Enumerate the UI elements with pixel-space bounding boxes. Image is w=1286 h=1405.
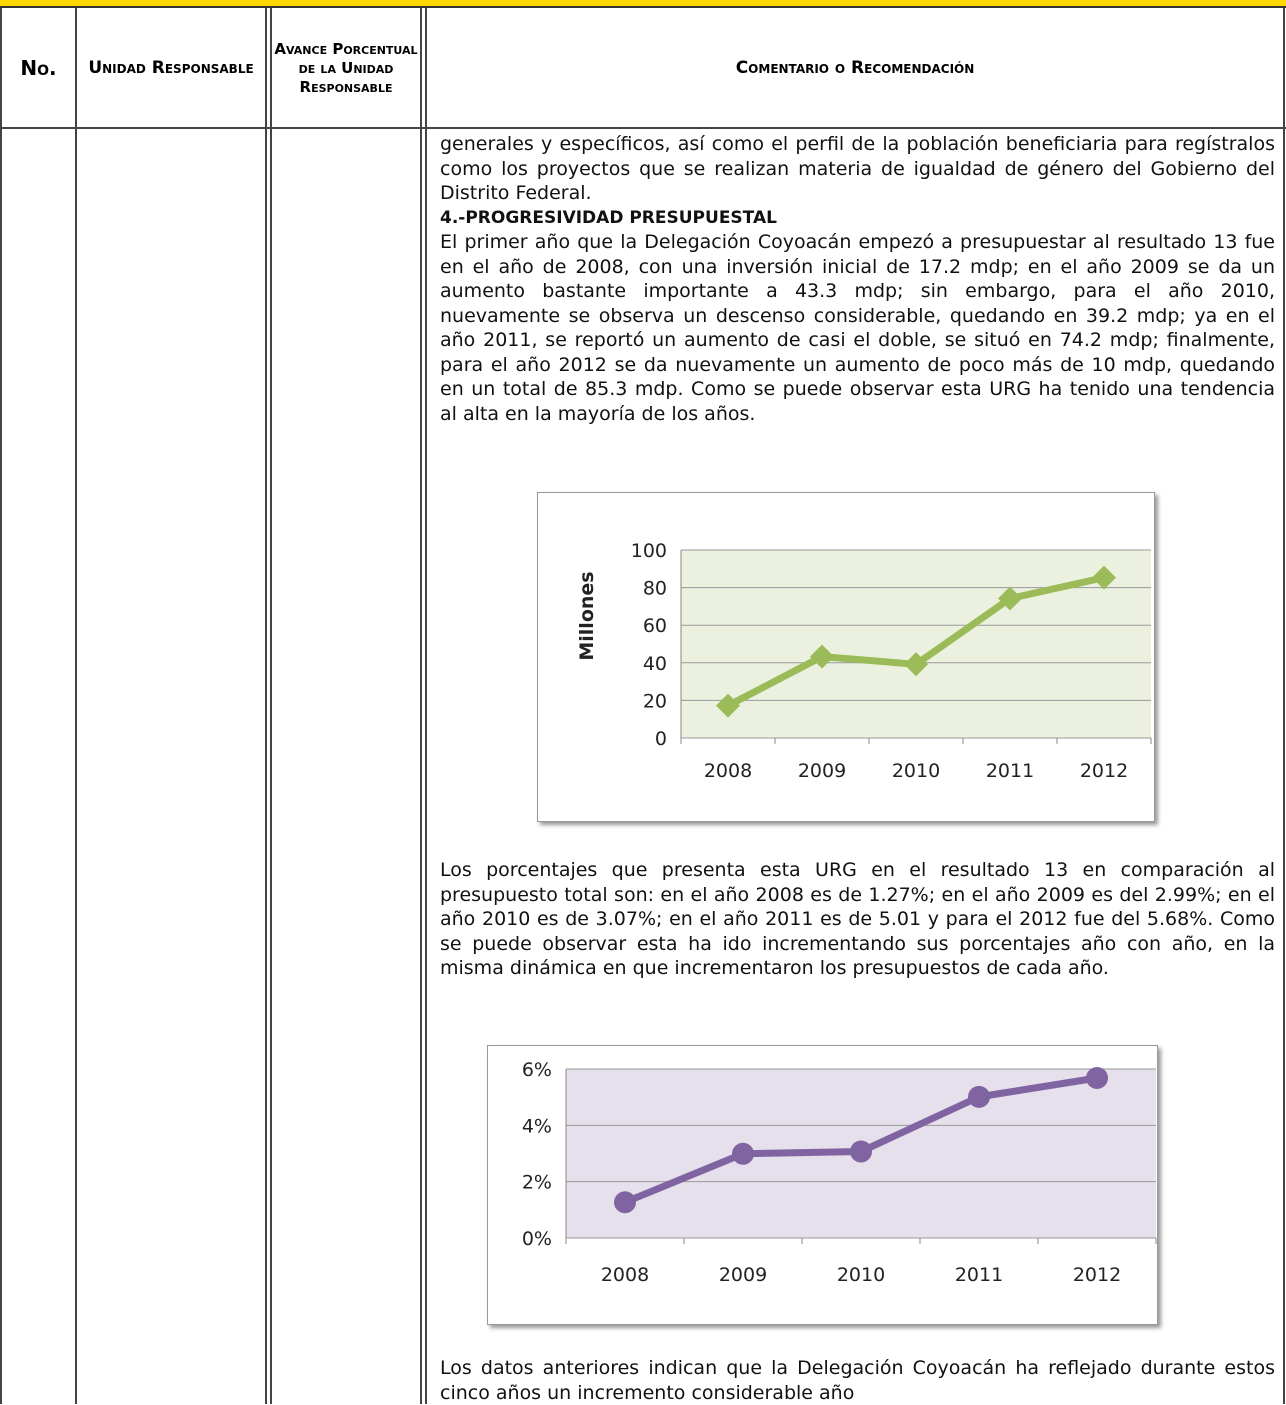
x-tick-label: 2011 — [955, 1264, 1003, 1286]
col-line — [0, 8, 2, 1404]
x-tick-label: 2012 — [1073, 1264, 1121, 1286]
marker — [850, 1140, 872, 1163]
col-line — [270, 8, 272, 1404]
x-tick-label: 2010 — [837, 1264, 885, 1286]
x-tick-label: 2009 — [798, 760, 846, 782]
marker — [968, 1085, 990, 1108]
y-tick-label: 4% — [522, 1115, 552, 1137]
marker — [716, 693, 740, 718]
chart-box: 0 20 40 60 80 100 Millones 2008 2009 2010 2011 2012 — [537, 492, 1155, 822]
plot-area — [681, 550, 1151, 738]
x-tick-label: 2012 — [1080, 760, 1128, 782]
paragraph: El primer año que la Delegación Coyoacán… — [440, 231, 1275, 425]
y-tick-label: 6% — [522, 1059, 552, 1081]
marker — [904, 652, 928, 677]
header-cell: Comentario o Recomendación — [735, 58, 975, 78]
col-line — [1283, 8, 1285, 1404]
col-line — [425, 8, 427, 1404]
col-line — [420, 8, 422, 1404]
marker — [810, 644, 834, 669]
chart: 0% 2% 4% 6% 2008 2009 2010 2011 2012 — [522, 1059, 1157, 1286]
paragraph: generales y específicos, así como el per… — [440, 133, 1275, 204]
x-tick-label: 2009 — [719, 1264, 767, 1286]
y-tick-label: 40 — [643, 653, 667, 675]
col-line — [265, 8, 267, 1404]
chart-box: 0% 2% 4% 6% 2008 2009 2010 2011 2012 — [487, 1045, 1158, 1325]
y-axis-label: Millones — [576, 571, 598, 660]
marker — [1086, 1067, 1108, 1090]
y-tick-label: 2% — [522, 1172, 552, 1194]
heading: 4.-PROGRESIVIDAD PRESUPUESTAL — [440, 208, 777, 228]
marker — [1092, 565, 1116, 590]
col-line — [75, 8, 77, 1404]
marker — [732, 1142, 754, 1165]
x-tick-label: 2010 — [892, 760, 940, 782]
header-cell: Unidad Responsable — [88, 58, 254, 78]
chart: 0 20 40 60 80 100 Millones 2008 2009 2010 2011 2012 — [576, 540, 1152, 782]
y-tick-label: 0% — [522, 1228, 552, 1250]
y-tick-label: 60 — [643, 615, 667, 637]
y-tick-label: 80 — [643, 578, 667, 600]
y-tick-label: 0 — [655, 728, 667, 750]
paragraph: Los datos anteriores indican que la Dele… — [440, 1357, 1275, 1404]
y-tick-label: 20 — [643, 690, 667, 712]
x-tick-label: 2011 — [986, 760, 1034, 782]
paragraph: Los porcentajes que presenta esta URG en… — [440, 859, 1275, 979]
marker — [614, 1191, 636, 1214]
marker — [998, 586, 1022, 611]
y-tick-label: 100 — [631, 540, 667, 562]
x-tick-label: 2008 — [704, 760, 752, 782]
x-tick-label: 2008 — [601, 1264, 649, 1286]
header-cell: Avance Porcentual de la Unidad Responsab… — [274, 39, 418, 96]
top-bar — [0, 0, 1286, 8]
header-cell: No. — [20, 56, 57, 80]
header-rule — [0, 127, 1286, 129]
